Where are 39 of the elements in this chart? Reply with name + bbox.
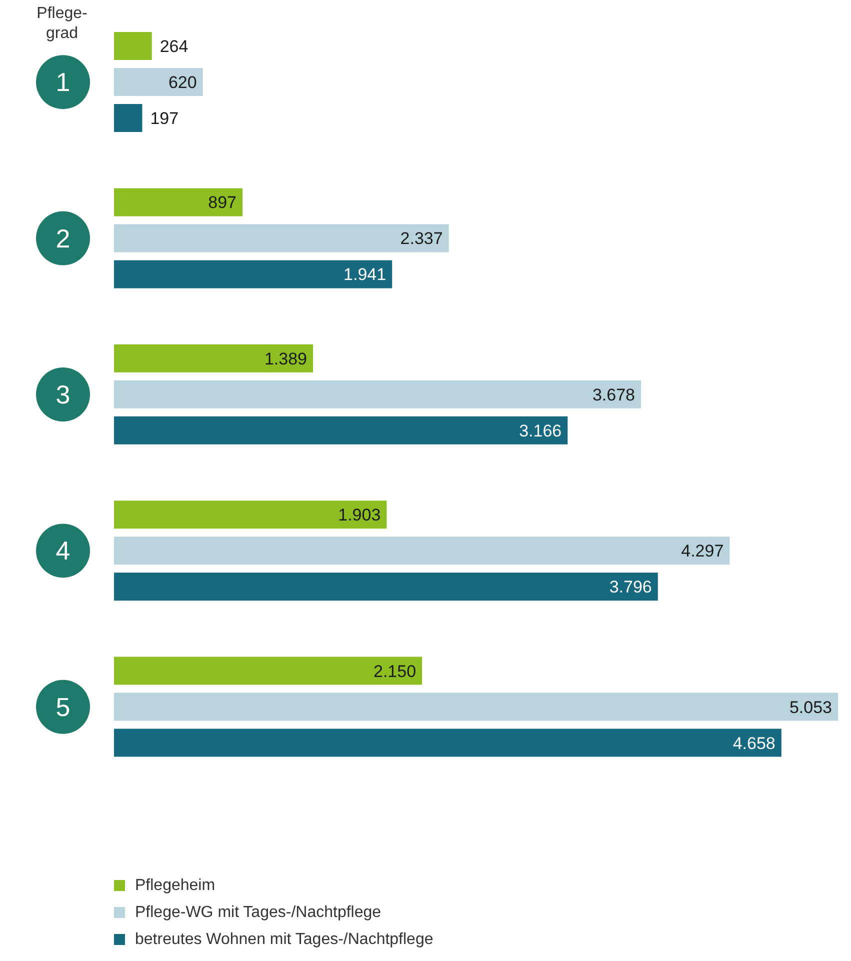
bar: [114, 380, 641, 408]
bar: [114, 188, 243, 216]
y-axis-title: Pflege-grad: [36, 4, 88, 44]
y-tick-label: 4: [56, 536, 70, 566]
bar: [114, 728, 782, 757]
y-tick-label: 5: [56, 692, 70, 722]
y-tick-label: 3: [56, 380, 70, 410]
bar: [114, 344, 314, 372]
bar: [114, 260, 392, 288]
data-label: 3.678: [592, 385, 635, 404]
data-label: 2.150: [374, 662, 416, 681]
bar: [114, 68, 203, 96]
data-label: 2.337: [400, 229, 443, 248]
data-label: 620: [168, 73, 197, 92]
data-label: 3.166: [519, 421, 562, 440]
legend-label: Pflegeheim: [135, 876, 216, 894]
bar: [114, 32, 152, 60]
bar: [114, 104, 142, 132]
bar: [114, 572, 658, 601]
bar: [114, 536, 730, 565]
data-label: 1.903: [338, 506, 381, 525]
bar: [114, 416, 568, 444]
data-label: 4.658: [732, 734, 776, 753]
data-label: 4.297: [681, 542, 724, 561]
data-label: 1.389: [264, 349, 308, 368]
data-label: 1.941: [344, 265, 386, 284]
y-tick-label: 1: [56, 67, 70, 98]
bar: [114, 500, 387, 529]
data-label: 3.796: [609, 578, 652, 597]
y-tick-label: 2: [56, 223, 70, 254]
bar: [114, 656, 422, 685]
data-label: 5.053: [789, 698, 832, 717]
data-label: 197: [150, 109, 179, 128]
bar: [114, 692, 838, 721]
data-label: 897: [208, 193, 237, 212]
legend-label: betreutes Wohnen mit Tages-/Nachtpflege: [135, 930, 434, 948]
bar: [114, 224, 449, 252]
legend-label: Pflege-WG mit Tages-/Nachtpflege: [135, 904, 382, 922]
data-label: 264: [160, 37, 188, 56]
